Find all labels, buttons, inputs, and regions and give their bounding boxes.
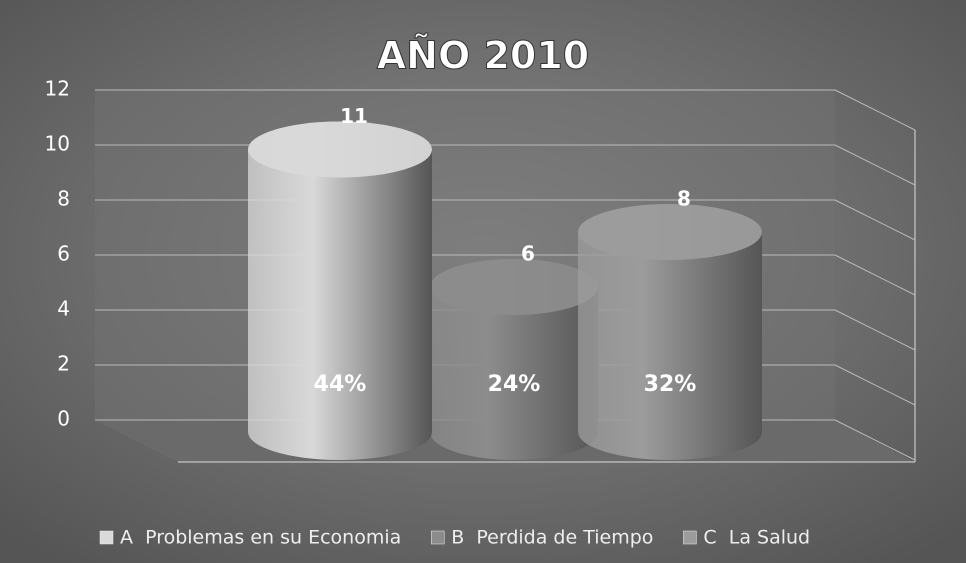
y-tick-label: 8 [57,187,70,211]
bar-top [248,121,432,178]
grid-line [834,364,916,406]
value-label: 11 [340,104,368,128]
y-tick-label: 4 [57,297,70,321]
y-tick-label: 0 [57,407,70,431]
grid-line [834,89,916,131]
grid-line [834,199,916,241]
percent-label: 32% [644,372,697,397]
legend-swatch [431,530,445,545]
percent-label: 24% [488,372,541,397]
grid-line [834,144,916,186]
value-label: 8 [677,187,691,211]
grid-line [834,309,916,351]
y-tick-label: 6 [57,242,70,266]
bar-top [578,204,762,260]
legend-label: C La Salud [703,527,810,549]
bar-top [430,259,598,315]
bar [578,204,762,460]
legend-label: B Perdida de Tiempo [451,527,653,549]
chart-title: AÑO 2010 [377,34,590,78]
grid-line [834,419,916,461]
legend-swatch [99,530,114,545]
y-tick-label: 12 [45,77,70,101]
legend-swatch [683,530,697,545]
bar [248,121,432,460]
grid-line [834,254,916,296]
legend-label: A Problemas en su Economia [120,527,401,549]
y-tick-label: 10 [45,132,70,156]
y-tick-label: 2 [57,352,70,376]
percent-label: 44% [314,372,367,397]
value-label: 6 [521,242,535,266]
